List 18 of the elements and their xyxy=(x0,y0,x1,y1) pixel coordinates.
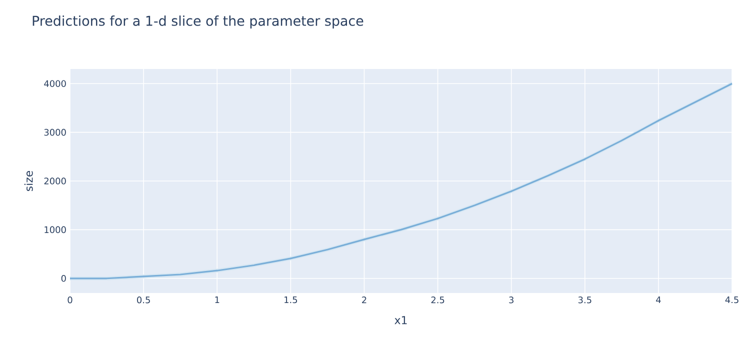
chart-title: Predictions for a 1-d slice of the parameter space xyxy=(32,15,364,29)
x-tick-label: 0 xyxy=(68,296,72,304)
y-axis-title: size xyxy=(24,170,33,192)
y-tick-label: 2000 xyxy=(44,178,66,184)
x-tick-label: 1.5 xyxy=(284,296,298,304)
x-tick-label: 4.5 xyxy=(725,296,738,304)
x-tick-label: 2.5 xyxy=(431,296,444,304)
y-tick-label: 0 xyxy=(61,275,66,282)
x-tick-label: 4 xyxy=(656,296,661,304)
x-tick-label: 3 xyxy=(509,296,514,304)
x-tick-label: 0.5 xyxy=(137,296,150,304)
y-tick-label: 3000 xyxy=(44,128,66,136)
x-tick-label: 1 xyxy=(215,296,220,304)
y-tick-label: 4000 xyxy=(44,80,66,87)
x-tick-label: 3.5 xyxy=(578,296,592,304)
x-axis-title: x1 xyxy=(394,316,407,324)
x-tick-label: 2 xyxy=(362,296,366,304)
y-tick-label: 1000 xyxy=(44,226,66,234)
